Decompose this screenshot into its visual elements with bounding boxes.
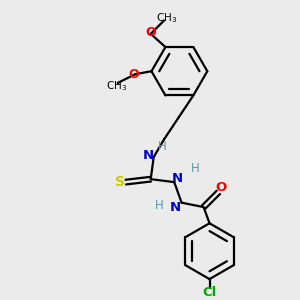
Text: N: N bbox=[172, 172, 183, 185]
Text: H: H bbox=[158, 140, 166, 153]
Text: CH$_3$: CH$_3$ bbox=[106, 79, 127, 93]
Text: O: O bbox=[216, 182, 227, 194]
Text: S: S bbox=[115, 175, 125, 189]
Text: O: O bbox=[128, 68, 139, 81]
Text: O: O bbox=[146, 26, 156, 39]
Text: N: N bbox=[169, 201, 181, 214]
Text: H: H bbox=[155, 199, 164, 212]
Text: CH$_3$: CH$_3$ bbox=[156, 11, 178, 25]
Text: N: N bbox=[143, 149, 154, 162]
Text: Cl: Cl bbox=[202, 286, 217, 299]
Text: H: H bbox=[191, 162, 200, 176]
